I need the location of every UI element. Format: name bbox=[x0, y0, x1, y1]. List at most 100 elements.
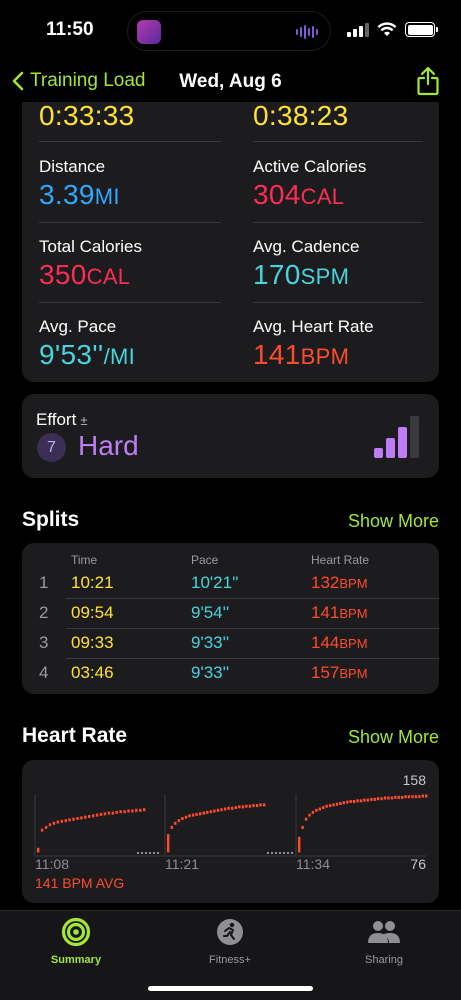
audio-wave-icon bbox=[296, 25, 318, 39]
split-pace: 10'21'' bbox=[191, 573, 239, 592]
tab-sharing[interactable]: Sharing bbox=[324, 917, 444, 966]
heart-rate-point bbox=[52, 821, 56, 825]
metric-avg-pace: Avg. Pace 9'53''/MI bbox=[39, 317, 135, 371]
tab-summary[interactable]: Summary bbox=[16, 917, 136, 966]
heart-rate-point bbox=[394, 795, 397, 799]
heart-rate-point bbox=[328, 804, 332, 808]
heart-rate-point bbox=[380, 797, 383, 801]
effort-value: Hard bbox=[78, 430, 139, 461]
heart-rate-point bbox=[206, 810, 209, 814]
back-button[interactable]: Training Load bbox=[12, 70, 145, 92]
chart-gap-marker bbox=[271, 852, 273, 854]
metric-value: 0:33:33 bbox=[39, 100, 135, 131]
chart-gap-marker bbox=[283, 852, 285, 854]
heart-rate-point bbox=[123, 810, 126, 814]
share-button[interactable] bbox=[417, 66, 439, 101]
tab-fitness-plus[interactable]: Fitness+ bbox=[170, 917, 290, 966]
metric-value: 0:38:23 bbox=[253, 100, 349, 131]
split-pace: 9'54'' bbox=[191, 603, 230, 622]
metric-value: 170SPM bbox=[253, 259, 350, 290]
metric-avg-cadence: Avg. Cadence 170SPM bbox=[253, 237, 359, 291]
heart-rate-point bbox=[414, 795, 418, 799]
heart-rate-point bbox=[349, 800, 352, 803]
heart-rate-point bbox=[359, 799, 363, 803]
metric-distance: Distance 3.39MI bbox=[39, 157, 120, 211]
metric-value: 9'53''/MI bbox=[39, 339, 136, 370]
heart-rate-point bbox=[401, 795, 404, 799]
heart-rate-point bbox=[64, 819, 67, 823]
heart-rate-point bbox=[315, 808, 318, 812]
heart-rate-point bbox=[407, 795, 411, 799]
tab-label: Sharing bbox=[365, 954, 403, 966]
heart-rate-point bbox=[115, 810, 118, 814]
effort-card[interactable]: Effort ± 7 Hard bbox=[22, 394, 439, 478]
workout-metrics-card: 0:33:33 0:38:23 Distance 3.39MI Active C… bbox=[22, 92, 439, 382]
table-row: 3 09:33 9'33'' 144BPM bbox=[22, 628, 439, 658]
heart-rate-point bbox=[181, 817, 184, 820]
dynamic-island[interactable] bbox=[127, 11, 331, 51]
heart-rate-point bbox=[103, 812, 107, 816]
heart-rate-point bbox=[60, 819, 63, 823]
heart-rate-point bbox=[88, 815, 91, 818]
split-number: 2 bbox=[39, 603, 49, 622]
wifi-icon bbox=[377, 22, 397, 36]
activity-rings-icon bbox=[61, 917, 91, 947]
split-time: 10:21 bbox=[71, 573, 114, 592]
splits-show-more-button[interactable]: Show More bbox=[347, 511, 439, 531]
status-bar: 11:50 bbox=[0, 0, 461, 62]
plus-minus-icon: ± bbox=[80, 413, 88, 428]
metric-active-calories: Active Calories 304CAL bbox=[253, 157, 366, 211]
heart-rate-point bbox=[44, 825, 48, 829]
heart-rate-point bbox=[184, 815, 188, 819]
splits-table: Time Pace Heart Rate 1 10:21 10'21'' 132… bbox=[22, 543, 439, 694]
workout-app-icon bbox=[137, 20, 161, 44]
heart-rate-point bbox=[127, 809, 130, 813]
heart-rate-point bbox=[135, 808, 138, 812]
heart-rate-point bbox=[325, 804, 328, 808]
effort-score-badge: 7 bbox=[37, 433, 66, 462]
heart-rate-show-more-button[interactable]: Show More bbox=[347, 727, 439, 747]
heart-rate-point bbox=[308, 813, 311, 817]
heart-rate-average: 141 BPM AVG bbox=[35, 875, 125, 891]
heart-rate-point bbox=[376, 797, 380, 801]
tab-bar: Summary Fitness+ Sharing bbox=[0, 910, 461, 1000]
heart-rate-chart bbox=[34, 794, 428, 857]
split-number: 1 bbox=[39, 573, 49, 592]
heart-rate-point bbox=[370, 797, 373, 801]
heart-rate-point bbox=[68, 818, 71, 822]
heart-rate-point bbox=[80, 816, 83, 820]
metric-total-calories: Total Calories 350CAL bbox=[39, 237, 142, 291]
navigation-bar: Training Load Wed, Aug 6 bbox=[0, 62, 461, 102]
heart-rate-point bbox=[37, 847, 40, 853]
heart-rate-point bbox=[213, 809, 216, 813]
chart-gap-marker bbox=[149, 852, 151, 854]
page-title: Wed, Aug 6 bbox=[179, 71, 282, 92]
metric-value: 304CAL bbox=[253, 179, 345, 210]
heart-rate-point bbox=[234, 806, 237, 810]
split-time: 09:33 bbox=[71, 633, 114, 652]
heart-rate-point bbox=[231, 806, 234, 810]
heart-rate-point bbox=[339, 802, 342, 805]
chart-gap-marker bbox=[291, 852, 293, 854]
divider bbox=[253, 302, 423, 303]
heart-rate-point bbox=[195, 812, 198, 816]
heart-rate-point bbox=[366, 798, 369, 802]
heart-rate-point bbox=[139, 808, 142, 812]
split-number: 3 bbox=[39, 633, 49, 652]
heart-rate-point bbox=[390, 796, 394, 800]
status-time: 11:50 bbox=[46, 19, 94, 40]
divider bbox=[253, 222, 423, 223]
heart-rate-chart-card[interactable]: 158 76 11:08 11:21 11:34 141 BPM AVG bbox=[22, 760, 439, 903]
split-heart-rate: 144BPM bbox=[311, 633, 368, 652]
heart-rate-point bbox=[238, 805, 241, 809]
heart-rate-point bbox=[131, 809, 134, 813]
metric-label: Active Calories bbox=[253, 157, 367, 176]
heart-rate-point bbox=[373, 797, 376, 801]
metric-avg-heart-rate: Avg. Heart Rate 141BPM bbox=[253, 317, 374, 371]
chart-gap-marker bbox=[141, 852, 143, 854]
heart-rate-point bbox=[322, 806, 325, 810]
heart-rate-point bbox=[40, 828, 44, 832]
heart-rate-point bbox=[356, 799, 359, 803]
status-icons bbox=[347, 22, 438, 37]
splits-header-time: Time bbox=[71, 553, 98, 567]
